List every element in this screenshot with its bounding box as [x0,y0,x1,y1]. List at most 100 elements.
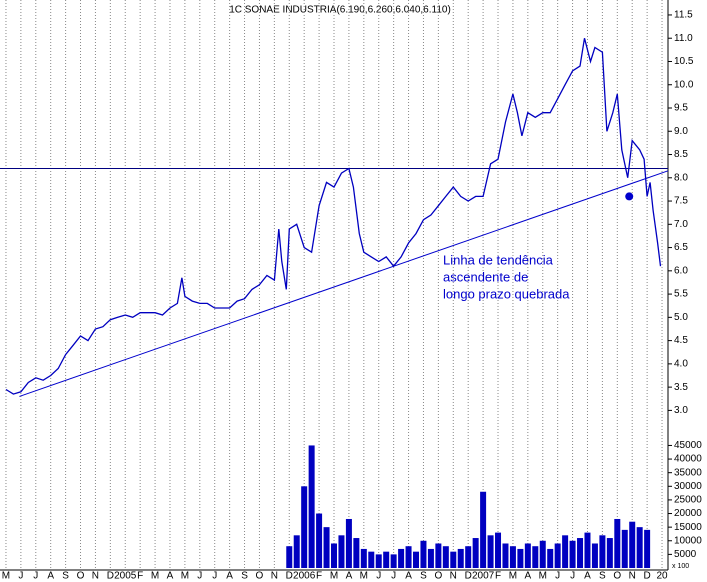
volume-bar [323,527,330,568]
y-tick-label: 9.5 [674,103,688,114]
x-tick-label: M [181,571,189,582]
volume-bar [509,546,516,568]
volume-bar [629,521,636,568]
y-tick-label: 3.0 [674,405,688,416]
y-tick-label: 8.5 [674,149,688,160]
x-tick-label: J [555,571,560,582]
volume-bar [435,543,442,568]
x-tick-label: J [376,571,381,582]
x-tick-label: J [33,571,38,582]
volume-bar [338,535,345,568]
volume-bar [472,538,479,568]
volume-bar [480,491,487,568]
y-tick-label: 6.5 [674,242,688,253]
y-tick-label: 5000 [674,549,697,560]
y-tick-label: 25000 [674,495,702,506]
x-tick-label: D [644,571,651,582]
volume-bar [383,551,390,568]
volume-bar [345,518,352,568]
volume-bar [353,538,360,568]
annotation: Linha de tendência [443,252,554,267]
y-tick-label: 10000 [674,535,702,546]
volume-bar [331,543,337,568]
volume-bar [532,546,539,568]
x-tick-label: F [316,571,322,582]
x-tick-label: 2005 [114,571,137,582]
volume-bar [569,540,576,568]
x-tick-label: M [151,571,159,582]
volume-bar [398,548,405,568]
x-tick-label: J [391,571,396,582]
volume-bar [636,527,643,568]
x-tick-label: F [495,571,501,582]
volume-bar [547,548,554,568]
volume-bar [420,540,427,568]
y-tick-label: 45000 [674,440,702,451]
volume-bar [591,543,598,568]
volume-bar [457,548,464,568]
x-tick-label: N [629,571,636,582]
volume-bar [502,543,509,568]
y-tick-label: 4.0 [674,359,688,370]
x-tick-label: M [330,571,338,582]
x-tick-label: D [107,571,114,582]
volume-bar [450,551,457,568]
marker [625,192,634,201]
volume-bar [487,535,494,568]
volume-bar [442,546,449,568]
y-tick-label: 35000 [674,467,702,478]
y-tick-label: 40000 [674,454,702,465]
volume-bar [644,529,651,568]
annotation: ascendente de [443,269,528,284]
x-tick-label: O [613,571,621,582]
x-tick-label: S [599,571,606,582]
volume-bar [360,548,367,568]
y-tick-label: 11.0 [674,33,693,44]
volume-bar [495,532,502,568]
y-tick-label: 7.5 [674,196,688,207]
volume-bar [413,551,420,568]
volume-bar [621,529,628,568]
x-tick-label: A [47,571,54,582]
y-tick-label: 10.5 [674,56,694,67]
y-tick-label: 5.5 [674,289,688,300]
annotation: longo prazo quebrada [443,286,570,301]
y-tick-label: 11.5 [674,10,693,21]
x-tick-label: M [2,571,10,582]
volume-bar [554,543,561,568]
x-tick-label: F [137,571,143,582]
x-tick-label: A [525,571,532,582]
volume-bar [368,551,375,568]
x-tick-label: J [212,571,217,582]
x-tick-label: S [420,571,427,582]
y-tick-label: 9.0 [674,126,688,137]
price-line [5,38,662,395]
volume-bar [286,546,293,568]
volume-unit: x 100 [672,563,689,570]
volume-bar [390,554,397,568]
x-tick-label: A [584,571,591,582]
volume-bar [405,546,412,568]
volume-bar [427,548,434,568]
y-tick-label: 3.5 [674,382,688,393]
x-tick-label: J [570,571,575,582]
volume-bar [465,546,472,568]
y-tick-label: 5.0 [674,312,688,323]
volume-bar [517,548,524,568]
y-tick-label: 8.0 [674,172,688,183]
x-tick-label: O [434,571,442,582]
x-tick-label: A [226,571,233,582]
x-tick-label: A [346,571,353,582]
x-tick-label: M [539,571,547,582]
volume-bar [577,538,584,568]
x-tick-label: J [197,571,202,582]
volume-bar [539,540,546,568]
y-tick-label: 30000 [674,481,702,492]
x-tick-label: D [286,571,293,582]
x-tick-label: O [77,571,85,582]
x-tick-label: N [450,571,457,582]
volume-bar [375,554,382,568]
volume-bar [301,486,308,568]
y-tick-label: 6.0 [674,265,688,276]
x-tick-label: S [62,571,69,582]
